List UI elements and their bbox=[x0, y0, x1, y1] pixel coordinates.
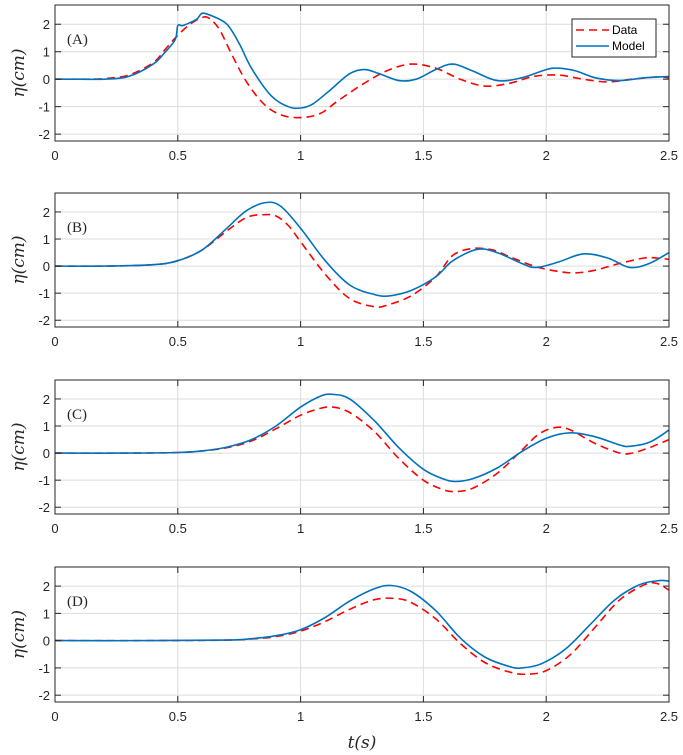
x-tick-label: 1.5 bbox=[414, 334, 432, 349]
x-tick-label: 1.5 bbox=[414, 148, 432, 163]
y-tick-label: -2 bbox=[38, 313, 50, 328]
y-tick-label: 2 bbox=[43, 17, 50, 32]
y-tick-label: 2 bbox=[43, 579, 50, 594]
plot-area bbox=[55, 567, 669, 702]
plot-area bbox=[55, 380, 669, 514]
panel-label: (A) bbox=[67, 32, 88, 48]
x-axis-label: t(s) bbox=[348, 733, 377, 753]
x-tick-label: 0 bbox=[51, 709, 58, 724]
x-tick-label: 1 bbox=[297, 521, 304, 536]
y-tick-label: 1 bbox=[43, 606, 50, 621]
panel-d: 0 0.5 1 1.5 2 2.5 -2 -1 0 1 2 η(cm) (D) t(s) bbox=[9, 566, 678, 753]
legend-box bbox=[571, 18, 657, 58]
plot-area bbox=[55, 5, 669, 141]
x-tick-label: 0.5 bbox=[169, 709, 187, 724]
axes-frame bbox=[54, 379, 670, 515]
y-tick-label: 1 bbox=[43, 45, 50, 60]
x-tick-label: 0.5 bbox=[169, 148, 187, 163]
panel-label: (C) bbox=[67, 407, 87, 423]
x-tick-label: 2.5 bbox=[660, 521, 678, 536]
y-tick-label: -1 bbox=[38, 661, 50, 676]
x-tick-label: 2 bbox=[543, 521, 550, 536]
series-model-line bbox=[55, 12, 670, 110]
y-tick-label: 2 bbox=[43, 205, 50, 220]
axes-frame bbox=[54, 4, 670, 142]
series-model-line bbox=[54, 579, 670, 669]
y-tick-label: -2 bbox=[38, 127, 50, 142]
x-tick-label: 2 bbox=[543, 709, 550, 724]
x-tick-label: 1.5 bbox=[414, 521, 432, 536]
x-tick-label: 0 bbox=[51, 148, 58, 163]
series-model-line bbox=[54, 393, 670, 483]
x-tick-label: 1.5 bbox=[414, 709, 432, 724]
y-axis-label: η(cm) bbox=[9, 48, 29, 97]
x-tick-label: 2 bbox=[543, 148, 550, 163]
plot-area bbox=[55, 193, 669, 327]
x-tick-label: 1 bbox=[297, 709, 304, 724]
legend-label-model: Model bbox=[612, 39, 645, 53]
panel-label: (D) bbox=[67, 594, 88, 610]
legend: Data Model bbox=[571, 18, 657, 58]
y-tick-label: -2 bbox=[38, 688, 50, 703]
x-tick-label: 2.5 bbox=[660, 334, 678, 349]
x-tick-label: 1 bbox=[297, 148, 304, 163]
x-tick-label: 0 bbox=[51, 521, 58, 536]
y-axis-label: η(cm) bbox=[9, 422, 29, 471]
x-tick-label: 1 bbox=[297, 334, 304, 349]
x-tick-label: 2.5 bbox=[660, 148, 678, 163]
y-tick-label: 1 bbox=[43, 232, 50, 247]
y-tick-label: -2 bbox=[38, 500, 50, 515]
y-tick-label: 2 bbox=[43, 392, 50, 407]
x-tick-label: 2 bbox=[543, 334, 550, 349]
panel-a: 0 0.5 1 1.5 2 2.5 -2 -1 0 1 2 η(cm) (A) Data Model bbox=[9, 4, 678, 163]
legend-label-data: Data bbox=[612, 23, 638, 37]
y-tick-label: 0 bbox=[43, 446, 50, 461]
y-axis-label: η(cm) bbox=[9, 610, 29, 659]
x-tick-label: 2.5 bbox=[660, 709, 678, 724]
y-tick-label: -1 bbox=[38, 473, 50, 488]
panel-c: 0 0.5 1 1.5 2 2.5 -2 -1 0 1 2 η(cm) (C) bbox=[9, 379, 678, 536]
x-tick-label: 0.5 bbox=[169, 521, 187, 536]
panel-b: 0 0.5 1 1.5 2 2.5 -2 -1 0 1 2 η(cm) (B) bbox=[9, 192, 678, 349]
y-tick-label: -1 bbox=[38, 100, 50, 115]
y-tick-label: -1 bbox=[38, 286, 50, 301]
x-tick-label: 0.5 bbox=[169, 334, 187, 349]
y-tick-label: 0 bbox=[43, 72, 50, 87]
axes-frame bbox=[54, 566, 670, 703]
y-axis-label: η(cm) bbox=[9, 235, 29, 284]
y-tick-label: 0 bbox=[43, 259, 50, 274]
x-tick-label: 0 bbox=[51, 334, 58, 349]
series-data-line bbox=[54, 581, 670, 676]
y-tick-label: 1 bbox=[43, 419, 50, 434]
panel-label: (B) bbox=[67, 220, 87, 236]
y-tick-label: 0 bbox=[43, 634, 50, 649]
series-data-line bbox=[54, 213, 670, 309]
series-model-line bbox=[54, 201, 670, 297]
axes-frame bbox=[54, 192, 670, 328]
series-data-line bbox=[54, 16, 670, 119]
